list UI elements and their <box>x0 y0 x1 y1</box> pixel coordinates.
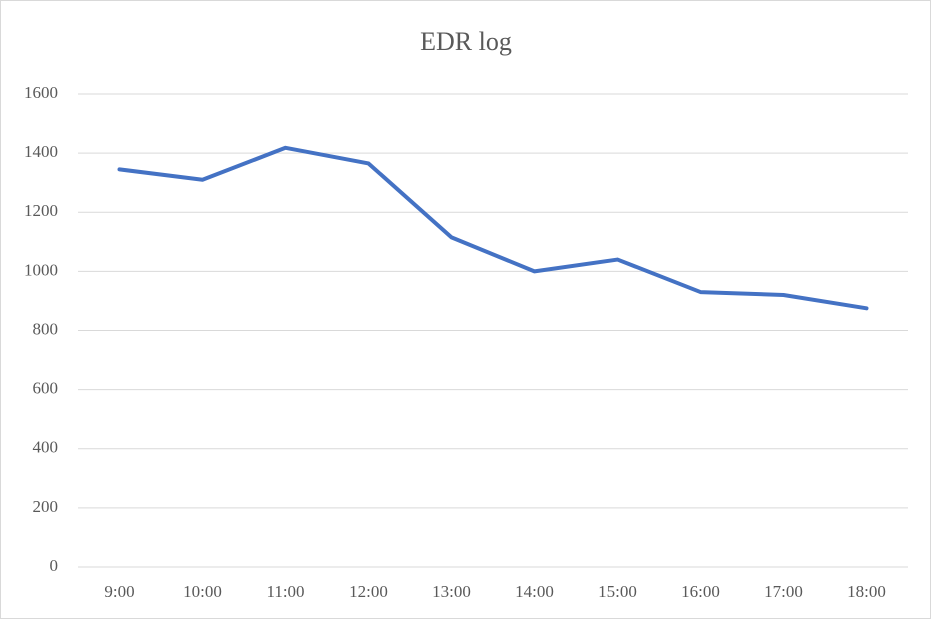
x-tick-label: 9:00 <box>104 582 134 601</box>
y-tick-label: 800 <box>33 319 59 338</box>
data-line <box>117 145 869 311</box>
y-tick-label: 1600 <box>24 83 58 102</box>
y-tick-label: 600 <box>33 379 59 398</box>
y-tick-label: 1000 <box>24 260 58 279</box>
x-tick-label: 17:00 <box>764 582 803 601</box>
x-tick-label: 14:00 <box>515 582 554 601</box>
y-tick-label: 200 <box>33 497 59 516</box>
x-tick-label: 16:00 <box>681 582 720 601</box>
y-tick-label: 1200 <box>24 201 58 220</box>
x-tick-label: 18:00 <box>847 582 886 601</box>
y-tick-label: 1400 <box>24 142 58 161</box>
x-tick-label: 13:00 <box>432 582 471 601</box>
x-tick-label: 12:00 <box>349 582 388 601</box>
chart-title: EDR log <box>420 27 512 56</box>
x-tick-label: 10:00 <box>183 582 222 601</box>
y-tick-label: 400 <box>33 438 59 457</box>
x-tick-label: 15:00 <box>598 582 637 601</box>
y-tick-label: 0 <box>50 556 59 575</box>
x-tick-label: 11:00 <box>266 582 304 601</box>
